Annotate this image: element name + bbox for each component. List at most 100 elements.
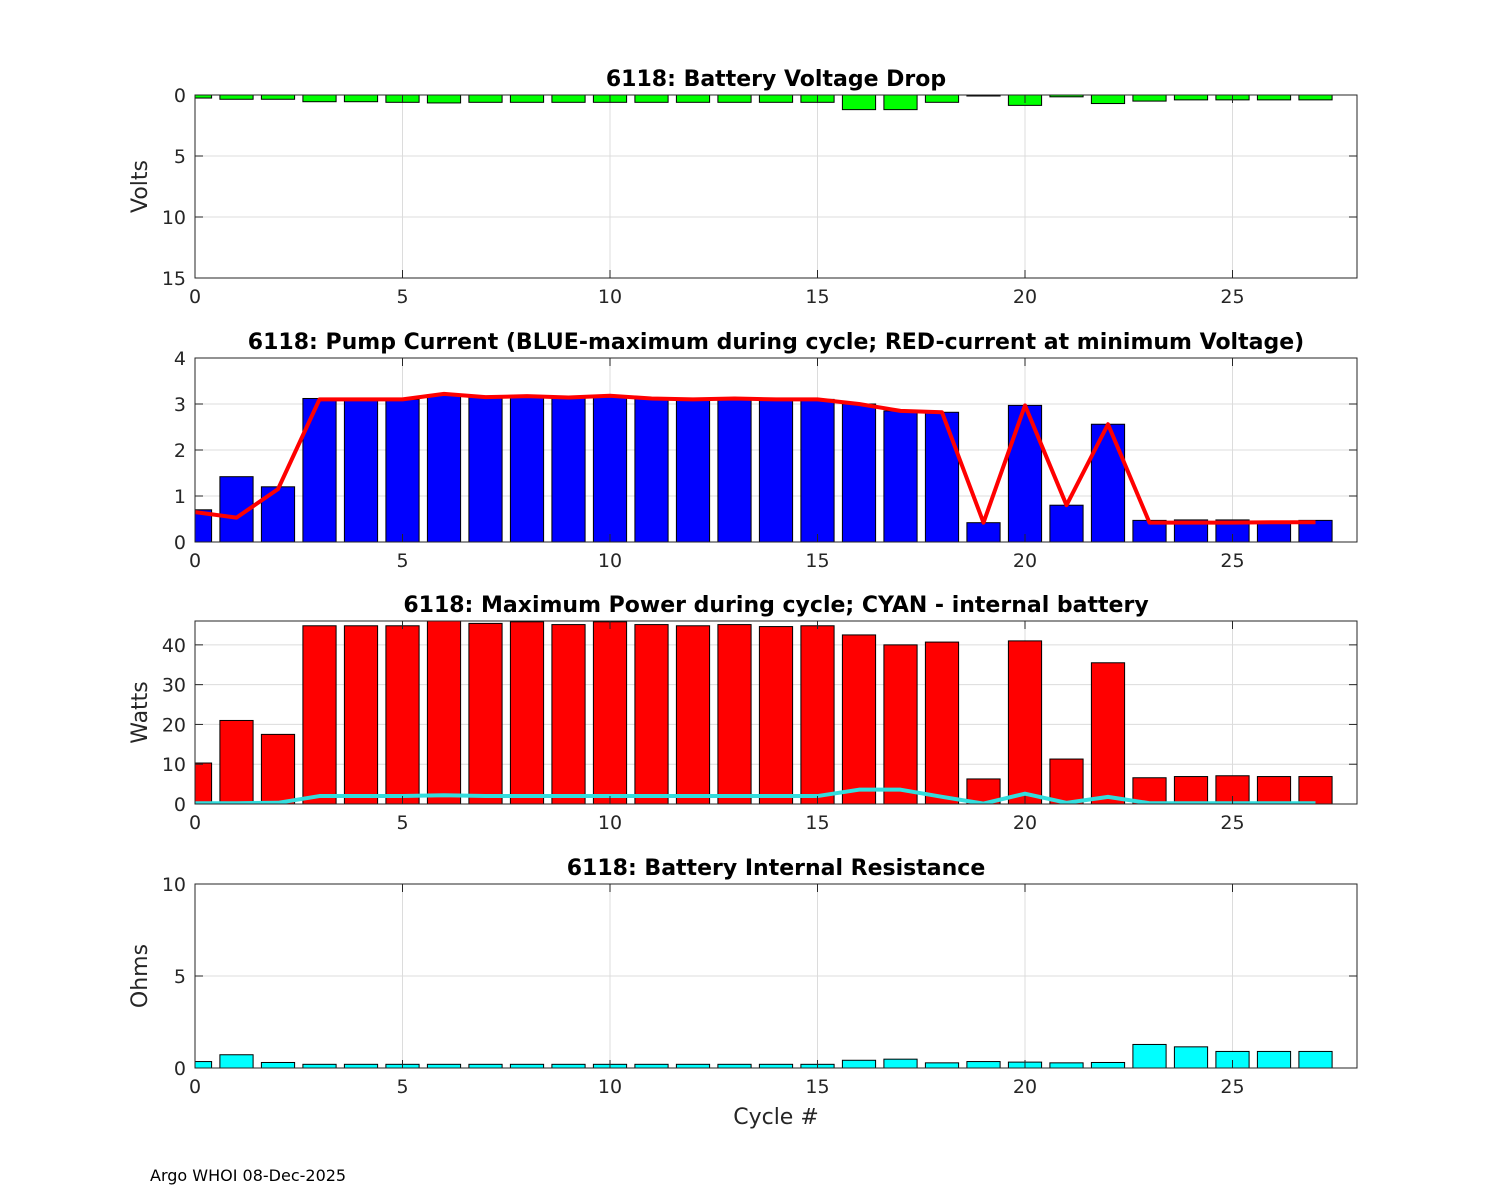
power-xtick-label: 0 bbox=[189, 812, 201, 834]
current-bar bbox=[551, 397, 586, 542]
resistance-bar bbox=[1049, 1062, 1084, 1068]
resistance-bar bbox=[426, 1063, 462, 1068]
current-bar bbox=[758, 398, 794, 542]
voltage-bar bbox=[758, 95, 794, 103]
resistance-bar bbox=[1173, 1046, 1209, 1068]
resistance-bar bbox=[675, 1063, 711, 1068]
current-data bbox=[195, 391, 1333, 542]
power-bar bbox=[343, 625, 379, 804]
current-bar bbox=[841, 403, 877, 542]
power-bar bbox=[1256, 776, 1292, 804]
resistance-xtick-label: 0 bbox=[189, 1076, 201, 1098]
power-bar bbox=[1173, 776, 1209, 804]
power-ytick-label: 30 bbox=[162, 675, 186, 697]
voltage-title: 6118: Battery Voltage Drop bbox=[606, 67, 946, 92]
current-ytick-label: 2 bbox=[174, 440, 186, 462]
resistance-bar bbox=[1090, 1061, 1126, 1068]
voltage-bar bbox=[468, 95, 503, 103]
power-bar bbox=[1007, 640, 1043, 804]
voltage-xtick-label: 20 bbox=[1013, 286, 1037, 308]
power-bar bbox=[509, 621, 545, 804]
power-bar bbox=[634, 624, 669, 804]
power-bar bbox=[841, 634, 877, 804]
power-ytick-label: 40 bbox=[162, 635, 186, 657]
voltage-xtick-label: 0 bbox=[189, 286, 201, 308]
voltage-bar bbox=[883, 95, 918, 111]
resistance-bar bbox=[195, 1061, 213, 1068]
voltage-bar bbox=[509, 95, 545, 103]
current-xtick-label: 20 bbox=[1013, 550, 1037, 572]
power-xtick-label: 25 bbox=[1220, 812, 1244, 834]
resistance-bar bbox=[634, 1063, 669, 1068]
resistance-ytick-label: 0 bbox=[174, 1058, 186, 1080]
power-bar bbox=[800, 625, 835, 804]
current-bar bbox=[675, 398, 711, 542]
voltage-bar bbox=[1049, 95, 1084, 98]
resistance-bar bbox=[841, 1059, 877, 1068]
current-bar bbox=[634, 397, 669, 542]
voltage-bar bbox=[1256, 95, 1292, 101]
power-bar bbox=[1298, 776, 1333, 804]
resistance-bar bbox=[551, 1063, 586, 1068]
current-bar bbox=[426, 394, 462, 542]
power-ytick-label: 10 bbox=[162, 754, 186, 776]
voltage-ylabel: Volts bbox=[128, 160, 153, 213]
current-bar bbox=[1090, 423, 1126, 542]
resistance-bar bbox=[260, 1061, 296, 1068]
voltage-plot-area bbox=[195, 95, 1357, 278]
resistance-bar bbox=[924, 1062, 960, 1068]
current-bar bbox=[800, 398, 835, 542]
power-title: 6118: Maximum Power during cycle; CYAN -… bbox=[403, 593, 1148, 618]
voltage-bar bbox=[841, 95, 877, 111]
power-bar bbox=[717, 624, 752, 804]
resistance-xtick-label: 10 bbox=[598, 1076, 622, 1098]
power-bar bbox=[260, 733, 296, 804]
voltage-bar bbox=[195, 95, 213, 99]
voltage-xtick-label: 5 bbox=[396, 286, 408, 308]
current-bar bbox=[717, 397, 752, 542]
power-bar bbox=[385, 625, 420, 804]
voltage-ytick-label: 10 bbox=[162, 207, 186, 229]
voltage-bar bbox=[634, 95, 669, 103]
resistance-bar bbox=[219, 1054, 254, 1068]
power-line-series bbox=[195, 787, 1316, 804]
resistance-bar bbox=[883, 1058, 918, 1068]
voltage-xtick-label: 25 bbox=[1220, 286, 1244, 308]
resistance-bar bbox=[1256, 1050, 1292, 1068]
voltage-bar bbox=[675, 95, 711, 103]
current-xtick-label: 25 bbox=[1220, 550, 1244, 572]
power-xtick-label: 10 bbox=[598, 812, 622, 834]
power-bar bbox=[758, 626, 794, 804]
footer-credit: Argo WHOI 08-Dec-2025 bbox=[150, 1166, 347, 1185]
power-bar bbox=[675, 625, 711, 804]
power-xtick-label: 20 bbox=[1013, 812, 1037, 834]
voltage-axes-box bbox=[194, 94, 1358, 279]
power-bar bbox=[195, 762, 213, 804]
resistance-xtick-label: 5 bbox=[396, 1076, 408, 1098]
voltage-bar bbox=[426, 95, 462, 104]
power-ytick-label: 20 bbox=[162, 714, 186, 736]
voltage-xtick-label: 15 bbox=[805, 286, 829, 308]
power-bar bbox=[468, 622, 503, 804]
power-bar bbox=[1049, 758, 1084, 804]
power-ylabel: Watts bbox=[128, 681, 153, 744]
current-bar bbox=[883, 410, 918, 542]
current-xtick-label: 5 bbox=[396, 550, 408, 572]
current-bar bbox=[468, 396, 503, 542]
power-axes-box bbox=[194, 620, 1358, 805]
current-xtick-label: 10 bbox=[598, 550, 622, 572]
resistance-bar bbox=[343, 1063, 379, 1068]
voltage-ytick-label: 0 bbox=[174, 85, 186, 107]
voltage-bar bbox=[302, 95, 337, 103]
current-bar bbox=[1049, 504, 1084, 542]
power-bar bbox=[551, 624, 586, 804]
voltage-bar bbox=[551, 95, 586, 103]
current-bar bbox=[966, 522, 1001, 542]
voltage-bar bbox=[717, 95, 752, 103]
current-ytick-label: 0 bbox=[174, 532, 186, 554]
resistance-bar bbox=[302, 1063, 337, 1068]
voltage-ytick-label: 15 bbox=[162, 268, 186, 290]
current-xtick-label: 15 bbox=[805, 550, 829, 572]
current-bar bbox=[343, 398, 379, 542]
